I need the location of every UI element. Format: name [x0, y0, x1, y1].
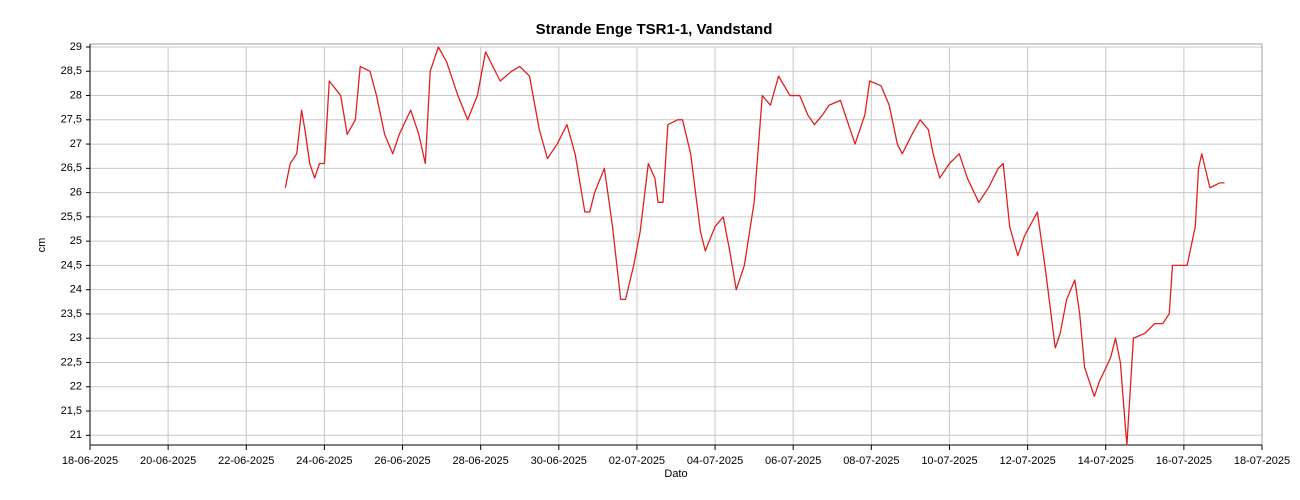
- x-tick-label: 26-06-2025: [374, 455, 430, 467]
- y-tick-label: 26: [70, 187, 82, 199]
- y-tick-label: 25,5: [61, 211, 82, 223]
- x-tick-label: 18-06-2025: [62, 455, 118, 467]
- x-tick-label: 02-07-2025: [609, 455, 665, 467]
- y-tick-label: 26,5: [61, 162, 82, 174]
- y-tick-label: 23: [70, 332, 82, 344]
- x-tick-label: 06-07-2025: [765, 455, 821, 467]
- x-tick-label: 08-07-2025: [843, 455, 899, 467]
- x-tick-label: 24-06-2025: [296, 455, 352, 467]
- x-axis-label: Dato: [664, 468, 687, 480]
- y-tick-label: 21,5: [61, 405, 82, 417]
- y-tick-label: 27: [70, 138, 82, 150]
- x-tick-label: 30-06-2025: [531, 455, 587, 467]
- y-tick-label: 28: [70, 89, 82, 101]
- y-tick-label: 23,5: [61, 308, 82, 320]
- x-tick-label: 20-06-2025: [140, 455, 196, 467]
- x-tick-label: 12-07-2025: [999, 455, 1055, 467]
- chart-title: Strande Enge TSR1-1, Vandstand: [536, 21, 773, 38]
- x-tick-label: 16-07-2025: [1156, 455, 1212, 467]
- y-tick-label: 27,5: [61, 114, 82, 126]
- plot-frame: [89, 43, 1263, 446]
- x-tick-label: 22-06-2025: [218, 455, 274, 467]
- y-tick-label: 24,5: [61, 259, 82, 271]
- y-tick-label: 22,5: [61, 356, 82, 368]
- x-tick-label: 28-06-2025: [453, 455, 509, 467]
- y-tick-label: 25: [70, 235, 82, 247]
- y-axis-label: cm: [36, 238, 48, 253]
- y-tick-label: 21: [70, 429, 82, 441]
- y-tick-label: 24: [70, 284, 82, 296]
- data-line: [284, 46, 1225, 446]
- y-tick-label: 29: [70, 41, 82, 53]
- y-tick-label: 22: [70, 381, 82, 393]
- y-tick-label: 28,5: [61, 65, 82, 77]
- x-tick-label: 04-07-2025: [687, 455, 743, 467]
- x-tick-label: 18-07-2025: [1234, 455, 1290, 467]
- x-tick-label: 10-07-2025: [921, 455, 977, 467]
- x-tick-label: 14-07-2025: [1078, 455, 1134, 467]
